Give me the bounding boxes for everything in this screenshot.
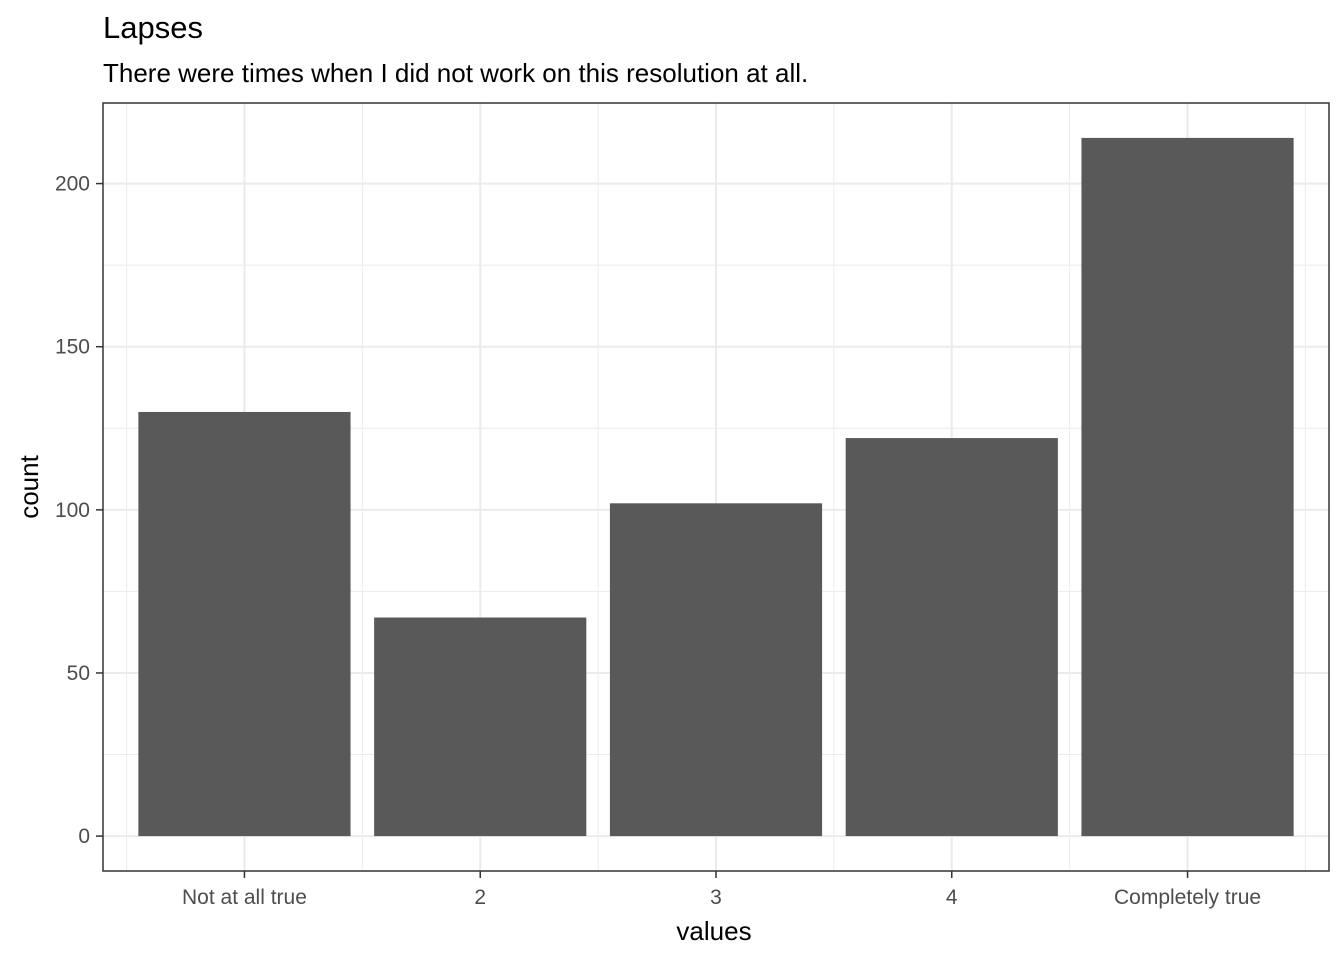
x-axis-title: values xyxy=(676,916,751,946)
chart-title: Lapses xyxy=(103,10,203,45)
bar xyxy=(374,617,587,837)
bar xyxy=(1081,137,1294,837)
y-tick-label: 150 xyxy=(55,336,90,359)
x-tick-label: Not at all true xyxy=(182,886,307,909)
y-axis-title: count xyxy=(14,454,44,518)
y-tick-label: 0 xyxy=(78,825,90,848)
axis-layer: 0 50 100 150 200 Not at all true 2 3 4 Completely… xyxy=(55,173,1261,909)
bar-layer xyxy=(138,137,1294,837)
y-tick-label: 50 xyxy=(67,662,90,685)
chart-subtitle: There were times when I did not work on … xyxy=(103,58,809,88)
y-tick-label: 100 xyxy=(55,499,90,522)
x-tick-label: Completely true xyxy=(1114,886,1261,909)
x-tick-label: 3 xyxy=(710,886,722,909)
bar xyxy=(609,503,823,837)
bar xyxy=(138,411,351,837)
x-tick-label: 2 xyxy=(474,886,486,909)
y-tick-label: 200 xyxy=(55,173,90,196)
x-tick-label: 4 xyxy=(946,886,958,909)
bar xyxy=(845,438,1058,837)
